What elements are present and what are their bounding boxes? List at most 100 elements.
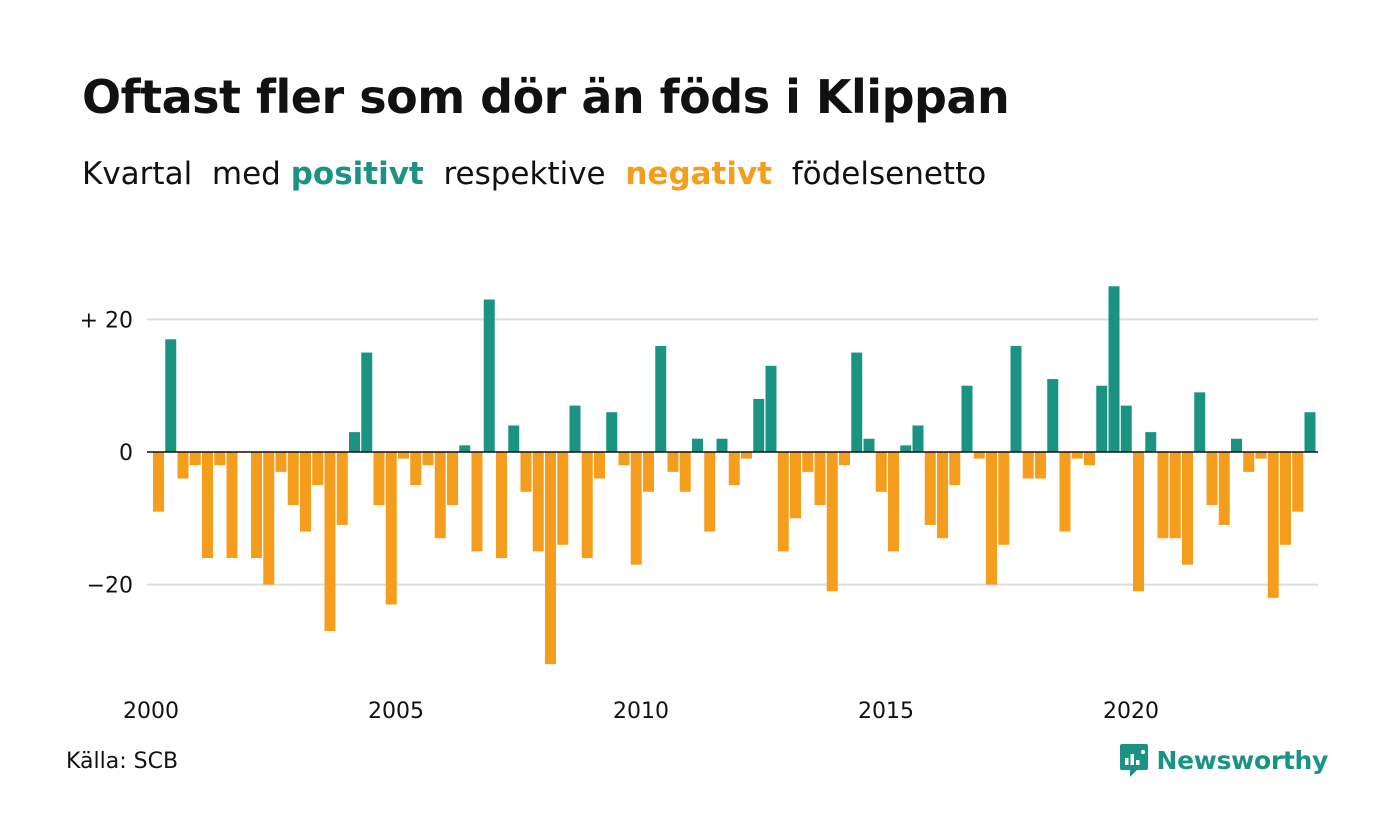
subtitle-suffix: födelsenetto xyxy=(772,156,987,192)
bar-negative xyxy=(888,452,899,552)
bar-negative xyxy=(924,452,936,525)
bar-negative xyxy=(630,452,642,565)
bar-negative xyxy=(447,452,458,506)
bar-negative xyxy=(1059,452,1071,532)
brand-logo: Newsworthy xyxy=(1119,742,1329,778)
bar-negative xyxy=(777,452,789,552)
bar-positive xyxy=(863,438,875,452)
bar-negative xyxy=(814,452,826,506)
bar-negative xyxy=(1292,452,1304,512)
source-note: Källa: SCB xyxy=(66,749,179,774)
bar-negative xyxy=(251,452,262,559)
bar-negative xyxy=(826,452,838,592)
bar-negative xyxy=(373,452,385,506)
bar-negative xyxy=(275,452,287,472)
bar-negative xyxy=(1182,452,1193,565)
bar-positive xyxy=(851,352,863,452)
bar-positive xyxy=(483,299,495,452)
bar-negative xyxy=(1035,452,1046,479)
bar-positive xyxy=(716,438,728,452)
bar-negative xyxy=(728,452,740,486)
bar-positive xyxy=(765,365,777,452)
bar-negative xyxy=(496,452,507,559)
bar-negative xyxy=(790,452,801,519)
bar-negative xyxy=(1243,452,1255,472)
bar-negative xyxy=(300,452,311,532)
bar-negative xyxy=(532,452,544,552)
bar-negative xyxy=(1071,452,1083,459)
bar-positive xyxy=(1304,412,1316,452)
x-tick-label: 2005 xyxy=(368,699,424,724)
bar-negative xyxy=(618,452,630,466)
bar-negative xyxy=(1255,452,1267,459)
bar-negative xyxy=(937,452,948,539)
bar-positive xyxy=(1010,345,1022,452)
bar-negative xyxy=(398,452,409,459)
bar-negative xyxy=(949,452,961,486)
bar-positive xyxy=(165,339,177,452)
bar-positive xyxy=(961,385,973,452)
grid-lines xyxy=(147,318,1318,586)
chart-subtitle: Kvartal med positivt respektive negativt… xyxy=(82,156,986,192)
bar-negative xyxy=(839,452,850,466)
bar-negative xyxy=(1218,452,1230,525)
bar-negative xyxy=(643,452,654,492)
bar-negative xyxy=(667,452,679,472)
bar-negative xyxy=(410,452,422,486)
bar-negative xyxy=(998,452,1010,545)
bar-negative xyxy=(1084,452,1095,466)
bar-negative xyxy=(594,452,605,479)
bar-positive xyxy=(1120,405,1132,452)
bar-negative xyxy=(581,452,593,559)
bar-negative xyxy=(520,452,532,492)
bar-negative xyxy=(1280,452,1291,545)
axes: + 20 0 −20 2000 2005 2010 2015 2020 xyxy=(80,308,1318,724)
bar-negative xyxy=(434,452,446,539)
bar-negative xyxy=(324,452,336,632)
bar-negative xyxy=(545,452,556,665)
bar-negative xyxy=(189,452,201,466)
bar-negative xyxy=(1133,452,1144,592)
bar-negative xyxy=(741,452,752,459)
bar-negative xyxy=(679,452,691,492)
bar-negative xyxy=(226,452,238,559)
bar-negative xyxy=(1022,452,1034,479)
bar-negative xyxy=(973,452,985,459)
bar-positive xyxy=(361,352,373,452)
bar-positive xyxy=(569,405,581,452)
bar-negative xyxy=(986,452,997,585)
subtitle-middle: respektive xyxy=(423,156,626,192)
bar-negative xyxy=(1206,452,1218,506)
bar-negative xyxy=(153,452,164,512)
subtitle-positive-label: positivt xyxy=(290,156,424,192)
subtitle-negative-label: negativt xyxy=(625,156,773,192)
brand-name: Newsworthy xyxy=(1156,745,1329,775)
x-tick-label: 2015 xyxy=(858,699,914,724)
bar-positive xyxy=(753,398,765,452)
bar-negative xyxy=(704,452,716,532)
bar-positive xyxy=(1108,286,1120,452)
bar-positive xyxy=(1145,432,1157,452)
bar-negative xyxy=(471,452,483,552)
bar-negative xyxy=(214,452,226,466)
x-tick-label: 2020 xyxy=(1103,699,1159,724)
bar-negative xyxy=(287,452,299,506)
bar-positive xyxy=(692,438,703,452)
bar-positive xyxy=(900,445,912,452)
bar-positive xyxy=(1231,438,1242,452)
bar-positive xyxy=(655,345,667,452)
bar-negative xyxy=(312,452,324,486)
bar-positive xyxy=(1047,379,1059,452)
bar-negative xyxy=(336,452,348,525)
bar-positive xyxy=(459,445,471,452)
newsworthy-logo-icon xyxy=(1119,744,1148,777)
bar-positive xyxy=(508,425,520,452)
bars xyxy=(153,286,1316,665)
bar-negative xyxy=(422,452,434,466)
bar-negative xyxy=(1169,452,1181,539)
bar-positive xyxy=(1194,392,1206,452)
bar-negative xyxy=(875,452,887,492)
bar-negative xyxy=(177,452,189,479)
bar-positive xyxy=(1096,385,1108,452)
bar-negative xyxy=(1267,452,1279,598)
